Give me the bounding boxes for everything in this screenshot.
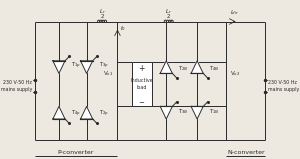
Text: P-converter: P-converter: [58, 150, 94, 155]
Text: T$_{4N}$: T$_{4N}$: [209, 64, 220, 73]
Text: $L_r$: $L_r$: [99, 7, 106, 16]
Polygon shape: [80, 106, 93, 119]
Text: T$_{1p}$: T$_{1p}$: [71, 61, 81, 71]
Text: Inductive
load: Inductive load: [130, 78, 153, 90]
Text: T$_{4p}$: T$_{4p}$: [71, 109, 81, 119]
Text: T$_{2p}$: T$_{2p}$: [99, 109, 109, 119]
Polygon shape: [53, 61, 65, 73]
Bar: [132, 62, 152, 106]
Text: $L_r$: $L_r$: [165, 7, 172, 16]
Polygon shape: [160, 106, 172, 119]
Text: T$_{2N}$: T$_{2N}$: [178, 64, 189, 73]
Polygon shape: [191, 106, 203, 119]
Text: V$_{o2}$: V$_{o2}$: [230, 70, 240, 79]
Polygon shape: [191, 61, 203, 73]
Text: 2: 2: [100, 14, 104, 19]
Polygon shape: [80, 61, 93, 73]
Polygon shape: [160, 61, 172, 73]
Text: +: +: [139, 64, 145, 73]
Text: 230 V-50 Hz
mains supply: 230 V-50 Hz mains supply: [1, 80, 32, 92]
Text: $I_0$: $I_0$: [120, 24, 126, 33]
Text: T$_{3p}$: T$_{3p}$: [99, 61, 109, 71]
Text: T$_{3N}$: T$_{3N}$: [178, 107, 189, 116]
Polygon shape: [53, 106, 65, 119]
Text: 230 V-50 Hz
mains supply: 230 V-50 Hz mains supply: [268, 80, 299, 92]
Text: N-converter: N-converter: [227, 150, 265, 155]
Text: 2: 2: [167, 14, 170, 19]
Text: V$_o$: V$_o$: [138, 80, 146, 88]
Text: T$_{1N}$: T$_{1N}$: [209, 107, 220, 116]
Text: $I_{dir}$: $I_{dir}$: [230, 8, 239, 17]
Text: V$_{o1}$: V$_{o1}$: [103, 70, 113, 79]
Text: $-$: $-$: [138, 98, 146, 104]
